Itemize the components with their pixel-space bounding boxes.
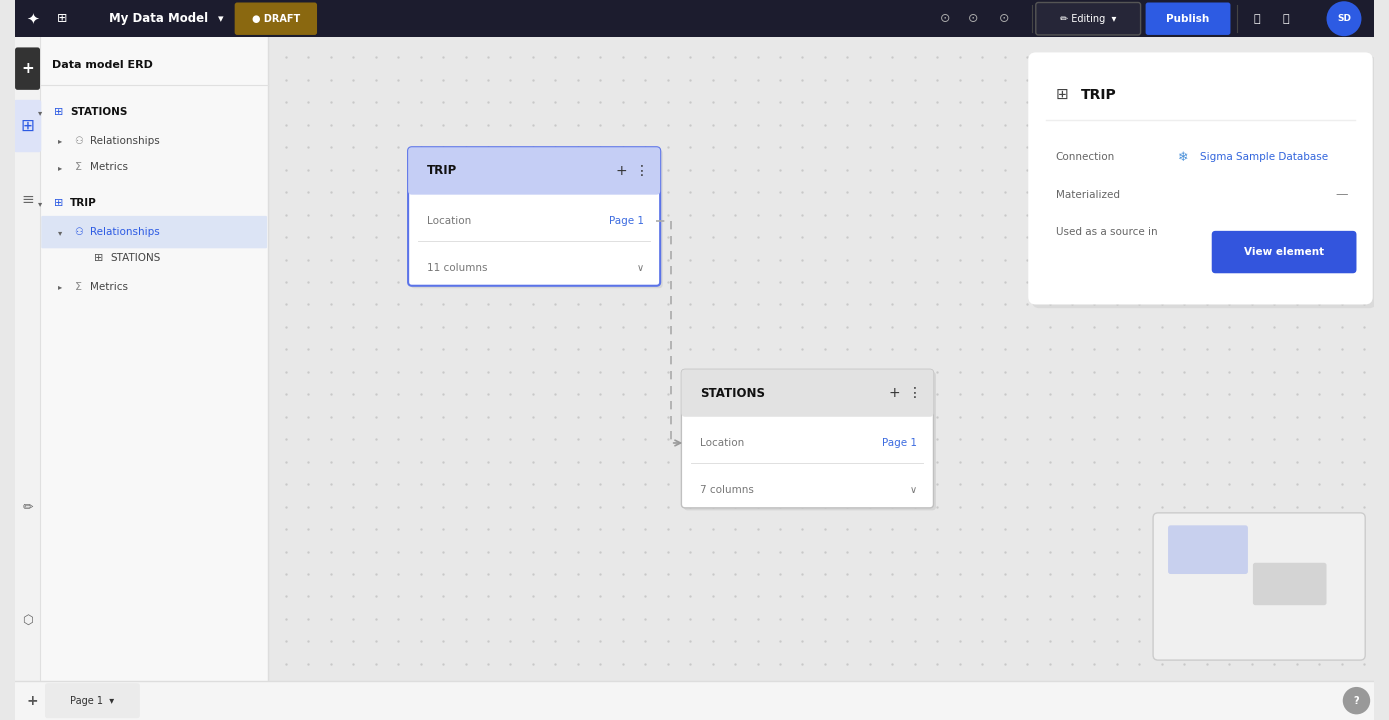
Text: Sigma Sample Database: Sigma Sample Database — [1200, 152, 1329, 162]
Text: STATIONS: STATIONS — [110, 253, 160, 264]
Text: ✏ Editing  ▾: ✏ Editing ▾ — [1060, 14, 1117, 24]
FancyBboxPatch shape — [1168, 526, 1247, 574]
FancyBboxPatch shape — [1036, 2, 1140, 35]
Text: ❄: ❄ — [1178, 150, 1188, 163]
Text: STATIONS: STATIONS — [69, 107, 128, 117]
Text: View element: View element — [1245, 247, 1324, 257]
FancyBboxPatch shape — [15, 48, 40, 90]
Text: Page 1  ▾: Page 1 ▾ — [71, 696, 114, 706]
FancyBboxPatch shape — [1253, 563, 1326, 606]
Text: ⊞: ⊞ — [54, 107, 64, 117]
Text: ⊞: ⊞ — [57, 12, 68, 25]
Text: ?: ? — [1354, 696, 1360, 706]
FancyBboxPatch shape — [413, 171, 657, 191]
Text: Metrics: Metrics — [90, 162, 128, 172]
Text: +: + — [21, 61, 33, 76]
FancyBboxPatch shape — [1211, 231, 1357, 274]
Text: ⚇: ⚇ — [75, 227, 83, 237]
Text: ▸: ▸ — [58, 282, 63, 292]
Text: TRIP: TRIP — [426, 164, 457, 177]
Text: 🔍: 🔍 — [1253, 14, 1260, 24]
Text: TRIP: TRIP — [1081, 88, 1117, 102]
FancyBboxPatch shape — [685, 373, 929, 413]
Text: Σ: Σ — [75, 282, 82, 292]
Text: ▾: ▾ — [38, 199, 42, 208]
Text: ⋮: ⋮ — [908, 386, 922, 400]
Text: ▸: ▸ — [58, 163, 63, 171]
Text: ∨: ∨ — [636, 264, 644, 274]
Circle shape — [1326, 1, 1361, 36]
Text: ⊙: ⊙ — [939, 12, 950, 25]
Text: ⊞: ⊞ — [21, 117, 35, 135]
Text: —: — — [1335, 225, 1347, 238]
Text: +: + — [889, 386, 900, 400]
Text: Location: Location — [700, 438, 745, 448]
FancyBboxPatch shape — [682, 369, 933, 508]
Text: ≡: ≡ — [21, 192, 33, 207]
Text: Publish: Publish — [1167, 14, 1210, 24]
FancyBboxPatch shape — [408, 148, 660, 286]
FancyBboxPatch shape — [411, 150, 663, 288]
Text: Metrics: Metrics — [90, 282, 128, 292]
FancyBboxPatch shape — [685, 393, 929, 413]
Text: Page 1: Page 1 — [608, 216, 644, 226]
Text: Location: Location — [426, 216, 471, 226]
Text: +: + — [26, 693, 39, 708]
Text: 🔔: 🔔 — [1282, 14, 1289, 24]
FancyBboxPatch shape — [14, 100, 42, 152]
FancyBboxPatch shape — [235, 2, 317, 35]
Text: ✏: ✏ — [22, 501, 33, 514]
Text: Connection: Connection — [1056, 152, 1115, 162]
Text: ▾: ▾ — [38, 108, 42, 117]
Text: STATIONS: STATIONS — [700, 387, 765, 400]
Text: 7 columns: 7 columns — [700, 485, 754, 495]
FancyBboxPatch shape — [683, 372, 936, 510]
Text: ⬡: ⬡ — [22, 613, 33, 626]
Text: ⊙: ⊙ — [999, 12, 1010, 25]
Text: Used as a source in: Used as a source in — [1056, 227, 1157, 237]
Text: SD: SD — [1338, 14, 1351, 23]
Text: Σ: Σ — [75, 162, 82, 172]
Text: ⚇: ⚇ — [75, 136, 83, 146]
Text: ✦: ✦ — [26, 12, 39, 26]
FancyBboxPatch shape — [408, 148, 660, 194]
Text: ⊙: ⊙ — [968, 12, 979, 25]
FancyBboxPatch shape — [268, 37, 1374, 681]
Text: Page 1: Page 1 — [882, 438, 917, 448]
Text: TRIP: TRIP — [69, 199, 97, 208]
Text: ▾: ▾ — [58, 228, 63, 237]
Text: My Data Model: My Data Model — [108, 12, 208, 25]
FancyBboxPatch shape — [682, 369, 933, 417]
Text: ⊞: ⊞ — [94, 253, 103, 264]
Text: Relationships: Relationships — [90, 227, 160, 237]
FancyBboxPatch shape — [413, 151, 657, 191]
Text: Relationships: Relationships — [90, 136, 160, 146]
FancyBboxPatch shape — [1028, 53, 1372, 305]
Text: ⊞: ⊞ — [54, 199, 64, 208]
FancyBboxPatch shape — [1153, 513, 1365, 660]
FancyBboxPatch shape — [15, 0, 1374, 37]
Text: ▾: ▾ — [218, 14, 224, 24]
Text: ∨: ∨ — [910, 485, 917, 495]
Text: ▸: ▸ — [58, 137, 63, 145]
FancyBboxPatch shape — [44, 683, 140, 718]
Text: Materialized: Materialized — [1056, 189, 1120, 199]
Text: +: + — [615, 164, 628, 178]
Text: ⊞: ⊞ — [1056, 87, 1068, 102]
Text: —: — — [1335, 188, 1347, 201]
FancyBboxPatch shape — [1032, 56, 1376, 308]
FancyBboxPatch shape — [15, 37, 40, 681]
Text: 11 columns: 11 columns — [426, 264, 488, 274]
FancyBboxPatch shape — [40, 37, 268, 681]
FancyBboxPatch shape — [1146, 2, 1231, 35]
Text: ● DRAFT: ● DRAFT — [251, 14, 300, 24]
FancyBboxPatch shape — [42, 216, 267, 248]
Circle shape — [1343, 687, 1370, 714]
Text: Data model ERD: Data model ERD — [53, 60, 153, 70]
Text: ⋮: ⋮ — [635, 164, 649, 178]
FancyBboxPatch shape — [15, 681, 1374, 720]
